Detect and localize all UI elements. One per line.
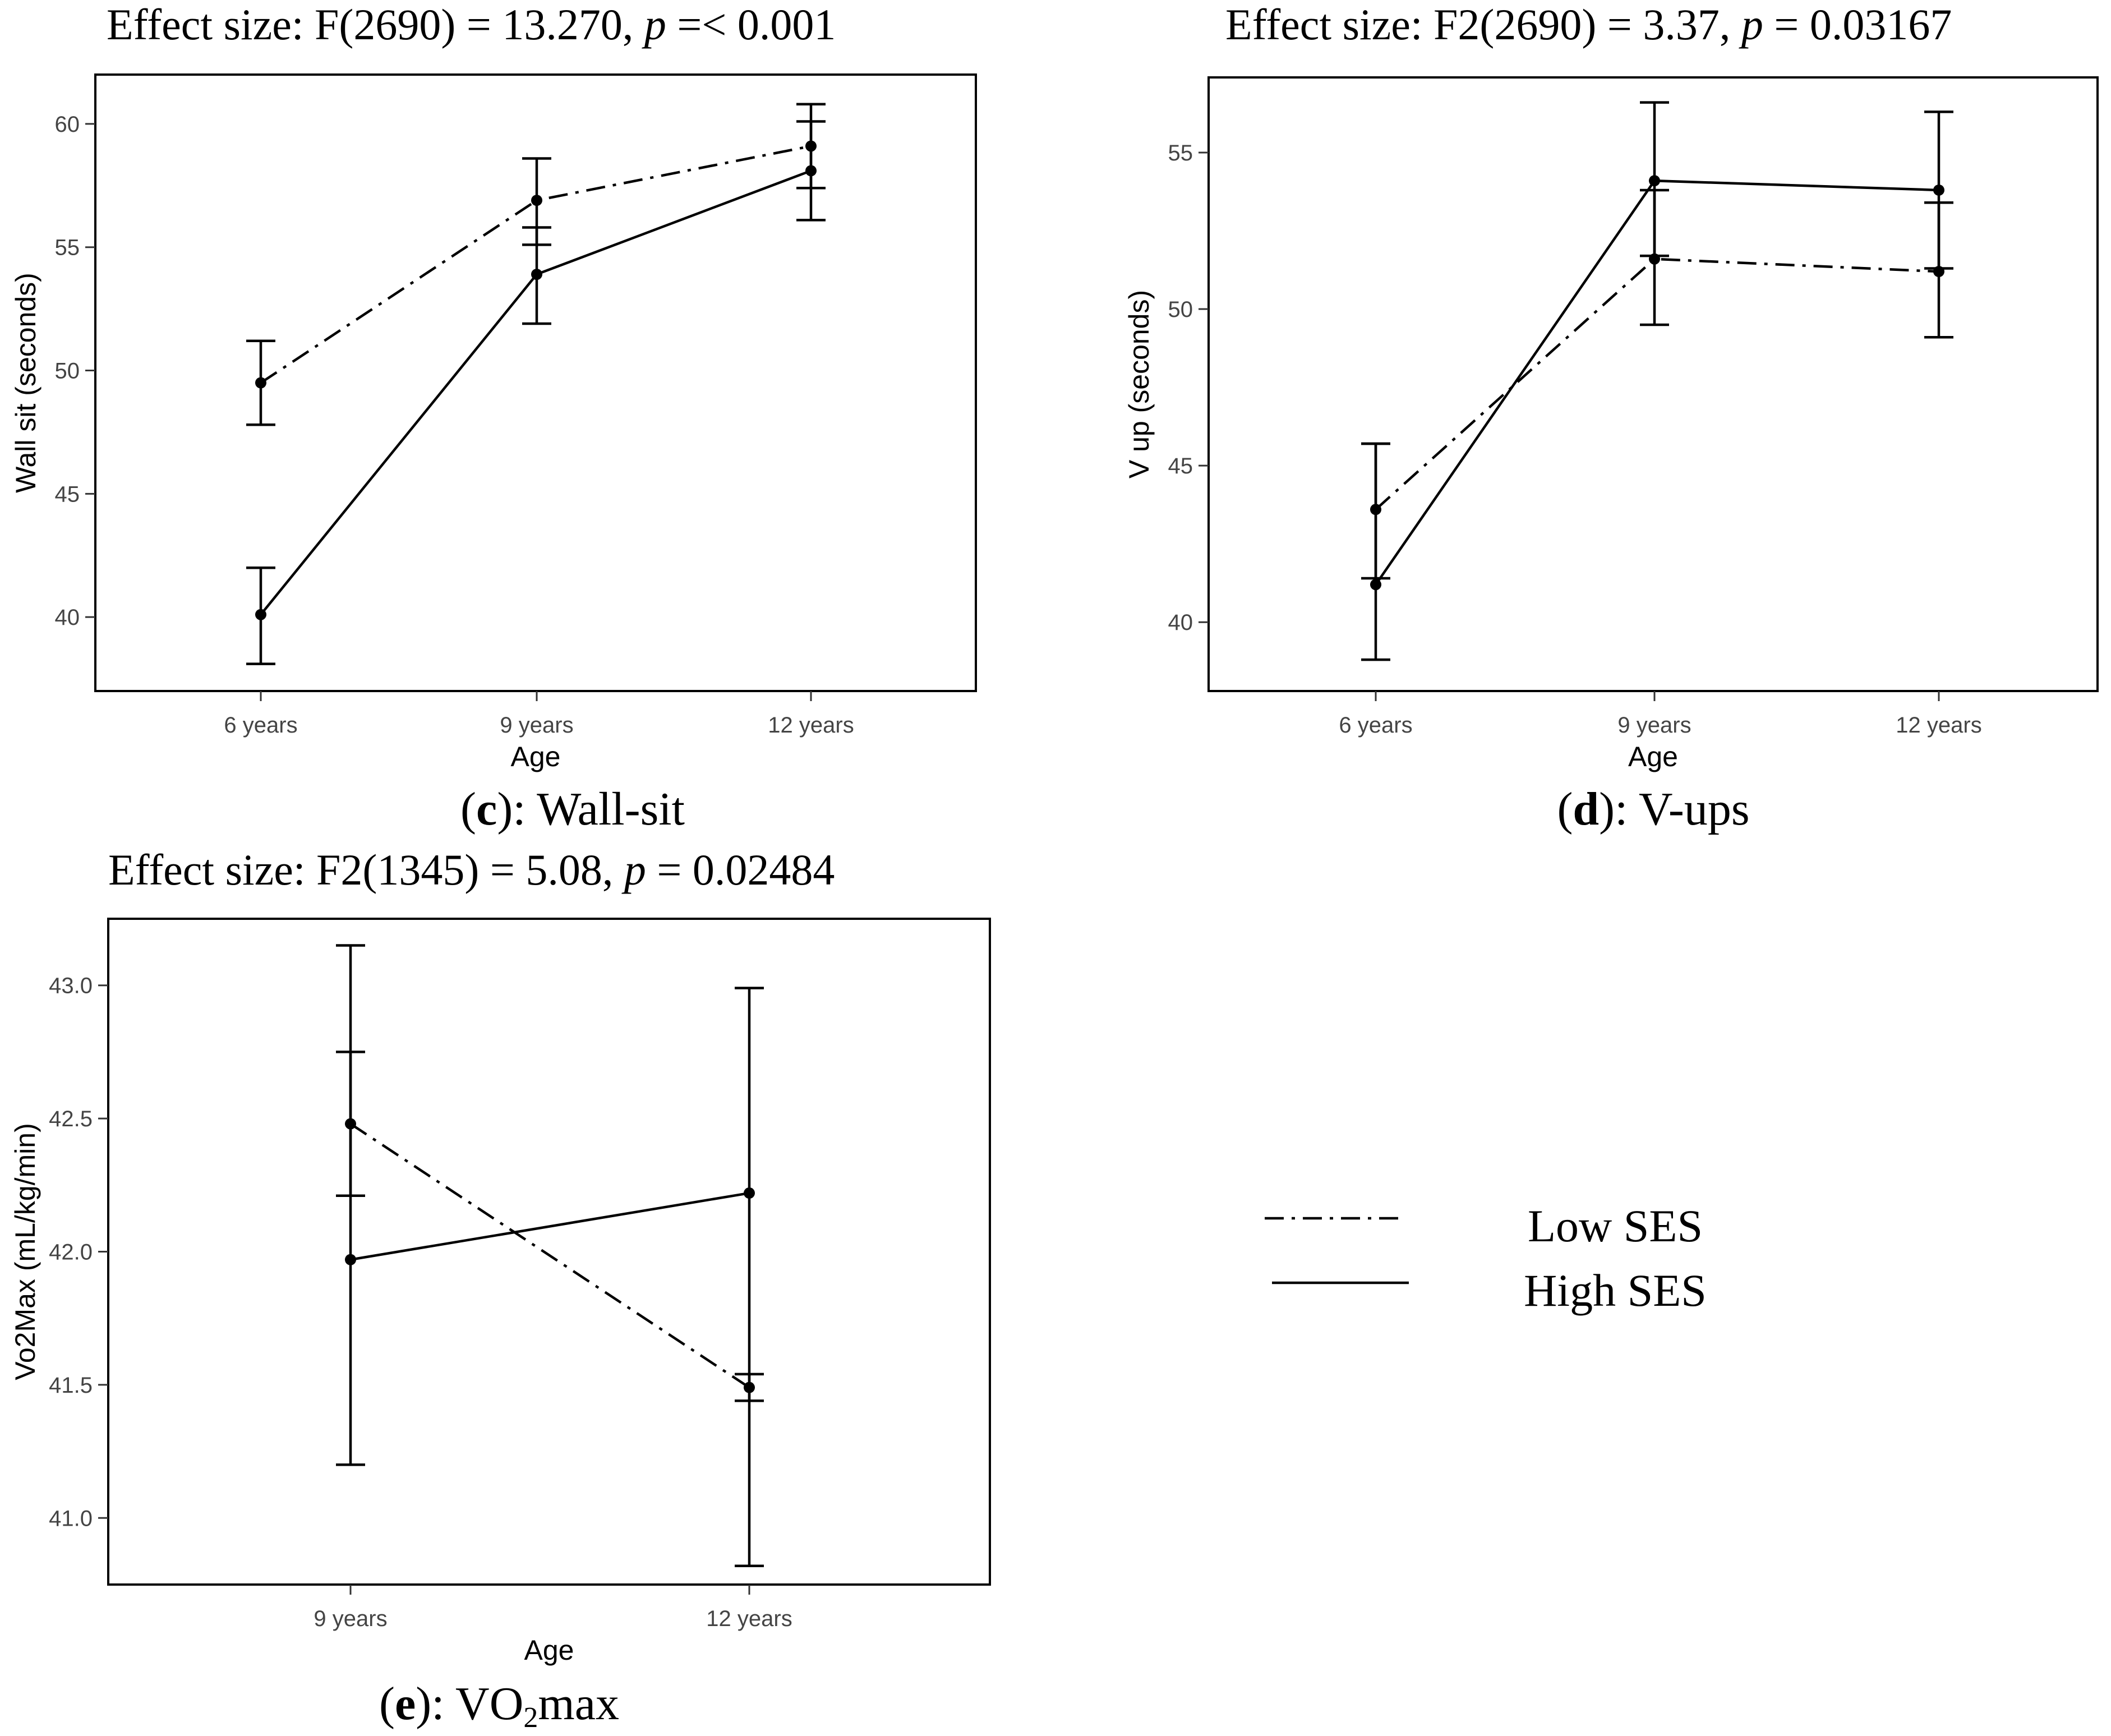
y-tick-label: 50 bbox=[1168, 297, 1193, 322]
title-value: = 0.03167 bbox=[1763, 0, 1952, 49]
title-text: Effect size: F(2690) = 13.270, bbox=[107, 0, 644, 49]
series-low-ses bbox=[1361, 188, 1953, 580]
series-high-ses bbox=[246, 120, 826, 665]
data-point bbox=[1370, 579, 1381, 591]
caption-c: (c): Wall-sit bbox=[460, 783, 685, 835]
data-point bbox=[255, 377, 266, 389]
y-axis-label: Wall sit (seconds) bbox=[10, 273, 42, 493]
plot-frame bbox=[107, 918, 991, 1586]
x-tick-label: 9 years bbox=[500, 713, 573, 738]
plot-frame bbox=[1207, 76, 2099, 692]
caption-text: ): VO bbox=[416, 1678, 523, 1730]
caption-tail: max bbox=[538, 1678, 619, 1730]
caption-subscript: 2 bbox=[523, 1702, 538, 1734]
y-tick-label: 41.5 bbox=[49, 1373, 93, 1398]
x-tick-label: 12 years bbox=[768, 713, 854, 738]
caption-letter: d bbox=[1573, 783, 1599, 835]
data-point bbox=[345, 1254, 356, 1265]
data-point bbox=[1649, 175, 1660, 187]
x-axis-label: Age bbox=[1628, 741, 1678, 772]
legend-high-ses-label: High SES bbox=[1524, 1265, 1707, 1316]
data-point bbox=[805, 165, 817, 177]
legend: Low SES High SES bbox=[1265, 1200, 1707, 1316]
y-tick-label: 41.0 bbox=[49, 1506, 93, 1531]
chart-d: Effect size: F2(2690) = 3.37, p = 0.0316… bbox=[1123, 0, 2099, 835]
y-tick-label: 40 bbox=[55, 605, 80, 630]
series-high-ses bbox=[336, 944, 764, 1568]
chart-c: Effect size: F(2690) = 13.270, p =< 0.00… bbox=[10, 0, 977, 835]
title-value: =< 0.001 bbox=[666, 0, 836, 49]
title-p: p bbox=[642, 0, 666, 49]
caption-open: ( bbox=[379, 1678, 395, 1730]
caption-letter: e bbox=[395, 1678, 416, 1730]
title-text: Effect size: F2(2690) = 3.37, bbox=[1225, 0, 1741, 49]
chart-title: Effect size: F2(2690) = 3.37, p = 0.0316… bbox=[1225, 0, 1952, 49]
series-line bbox=[1375, 257, 1939, 510]
caption-text: ): V-ups bbox=[1599, 783, 1749, 835]
y-axis-label: V up (seconds) bbox=[1123, 290, 1155, 478]
series-line bbox=[1375, 179, 1939, 586]
caption-letter: c bbox=[476, 783, 497, 835]
plot-frame bbox=[94, 73, 977, 692]
x-tick-label: 9 years bbox=[314, 1606, 387, 1631]
y-tick-label: 42.5 bbox=[49, 1107, 93, 1131]
x-tick-label: 6 years bbox=[1339, 713, 1412, 738]
x-tick-label: 12 years bbox=[1896, 713, 1981, 738]
y-tick-label: 60 bbox=[55, 112, 80, 137]
caption-open: ( bbox=[460, 783, 476, 835]
caption-open: ( bbox=[1557, 783, 1573, 835]
chart-title: Effect size: F(2690) = 13.270, p =< 0.00… bbox=[107, 0, 836, 49]
title-value: = 0.02484 bbox=[646, 845, 835, 894]
y-tick-label: 45 bbox=[55, 482, 80, 506]
data-point bbox=[1933, 184, 1944, 196]
y-tick-label: 55 bbox=[55, 236, 80, 260]
y-axis-label: Vo2Max (mL/kg/min) bbox=[10, 1123, 41, 1380]
title-p: p bbox=[1739, 0, 1763, 49]
y-tick-label: 50 bbox=[55, 359, 80, 384]
title-p: p bbox=[621, 845, 646, 894]
x-tick-label: 6 years bbox=[224, 713, 297, 738]
series-line bbox=[350, 1191, 750, 1261]
data-point bbox=[744, 1187, 755, 1199]
title-text: Effect size: F2(1345) = 5.08, bbox=[108, 845, 624, 894]
series-line bbox=[349, 1122, 750, 1389]
y-tick-label: 40 bbox=[1168, 610, 1193, 635]
y-tick-label: 55 bbox=[1168, 141, 1193, 165]
x-tick-label: 9 years bbox=[1617, 713, 1691, 738]
chart-title: Effect size: F2(1345) = 5.08, p = 0.0248… bbox=[108, 845, 835, 894]
legend-low-ses-label: Low SES bbox=[1528, 1200, 1703, 1251]
data-point bbox=[531, 269, 542, 280]
caption-e: (e): VO2max bbox=[379, 1678, 619, 1734]
y-tick-label: 45 bbox=[1168, 454, 1193, 478]
x-axis-label: Age bbox=[524, 1634, 574, 1666]
y-tick-label: 43.0 bbox=[49, 974, 93, 998]
chart-e: Effect size: F2(1345) = 5.08, p = 0.0248… bbox=[10, 845, 991, 1734]
caption-d: (d): V-ups bbox=[1557, 783, 1749, 835]
data-point bbox=[531, 195, 542, 206]
data-point bbox=[255, 609, 266, 620]
y-tick-label: 42.0 bbox=[49, 1240, 93, 1265]
x-axis-label: Age bbox=[511, 741, 561, 772]
x-tick-label: 12 years bbox=[706, 1606, 792, 1631]
caption-text: ): Wall-sit bbox=[497, 783, 685, 835]
series-high-ses bbox=[1361, 101, 1953, 661]
